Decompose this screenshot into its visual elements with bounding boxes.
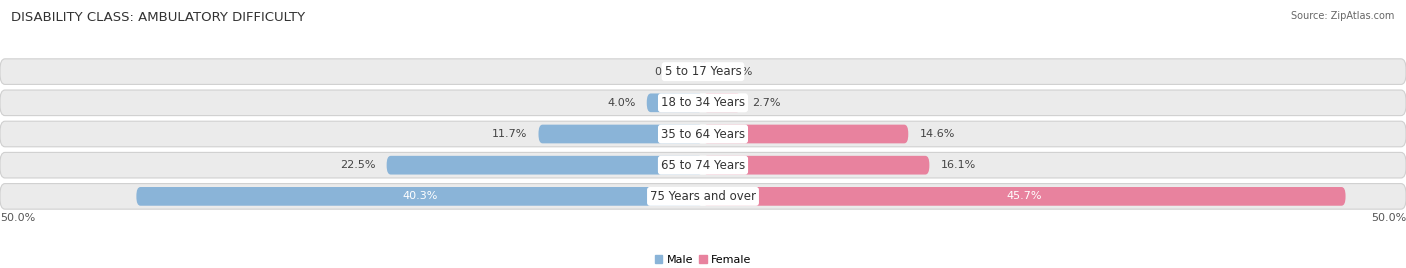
Text: Source: ZipAtlas.com: Source: ZipAtlas.com — [1291, 11, 1395, 21]
FancyBboxPatch shape — [703, 62, 706, 81]
Text: DISABILITY CLASS: AMBULATORY DIFFICULTY: DISABILITY CLASS: AMBULATORY DIFFICULTY — [11, 11, 305, 24]
Text: 14.6%: 14.6% — [920, 129, 955, 139]
Text: 35 to 64 Years: 35 to 64 Years — [661, 128, 745, 140]
Text: 45.7%: 45.7% — [1007, 191, 1042, 201]
Text: 2.7%: 2.7% — [752, 98, 780, 108]
Text: 40.3%: 40.3% — [402, 191, 437, 201]
FancyBboxPatch shape — [0, 184, 1406, 209]
Text: 16.1%: 16.1% — [941, 160, 976, 170]
FancyBboxPatch shape — [703, 156, 929, 174]
FancyBboxPatch shape — [0, 59, 1406, 84]
Text: 75 Years and over: 75 Years and over — [650, 190, 756, 203]
Text: 22.5%: 22.5% — [340, 160, 375, 170]
Text: 0.15%: 0.15% — [654, 67, 690, 77]
Text: 5 to 17 Years: 5 to 17 Years — [665, 65, 741, 78]
Legend: Male, Female: Male, Female — [650, 250, 756, 268]
FancyBboxPatch shape — [387, 156, 703, 174]
FancyBboxPatch shape — [0, 152, 1406, 178]
Text: 4.0%: 4.0% — [607, 98, 636, 108]
Text: 50.0%: 50.0% — [0, 213, 35, 223]
FancyBboxPatch shape — [703, 94, 741, 112]
FancyBboxPatch shape — [0, 121, 1406, 147]
Text: 50.0%: 50.0% — [1371, 213, 1406, 223]
Text: 65 to 74 Years: 65 to 74 Years — [661, 159, 745, 172]
FancyBboxPatch shape — [0, 90, 1406, 116]
Text: 11.7%: 11.7% — [492, 129, 527, 139]
FancyBboxPatch shape — [703, 187, 1346, 206]
Text: 0.18%: 0.18% — [717, 67, 752, 77]
FancyBboxPatch shape — [703, 125, 908, 143]
FancyBboxPatch shape — [647, 94, 703, 112]
FancyBboxPatch shape — [538, 125, 703, 143]
Text: 18 to 34 Years: 18 to 34 Years — [661, 96, 745, 109]
FancyBboxPatch shape — [700, 62, 703, 81]
FancyBboxPatch shape — [136, 187, 703, 206]
